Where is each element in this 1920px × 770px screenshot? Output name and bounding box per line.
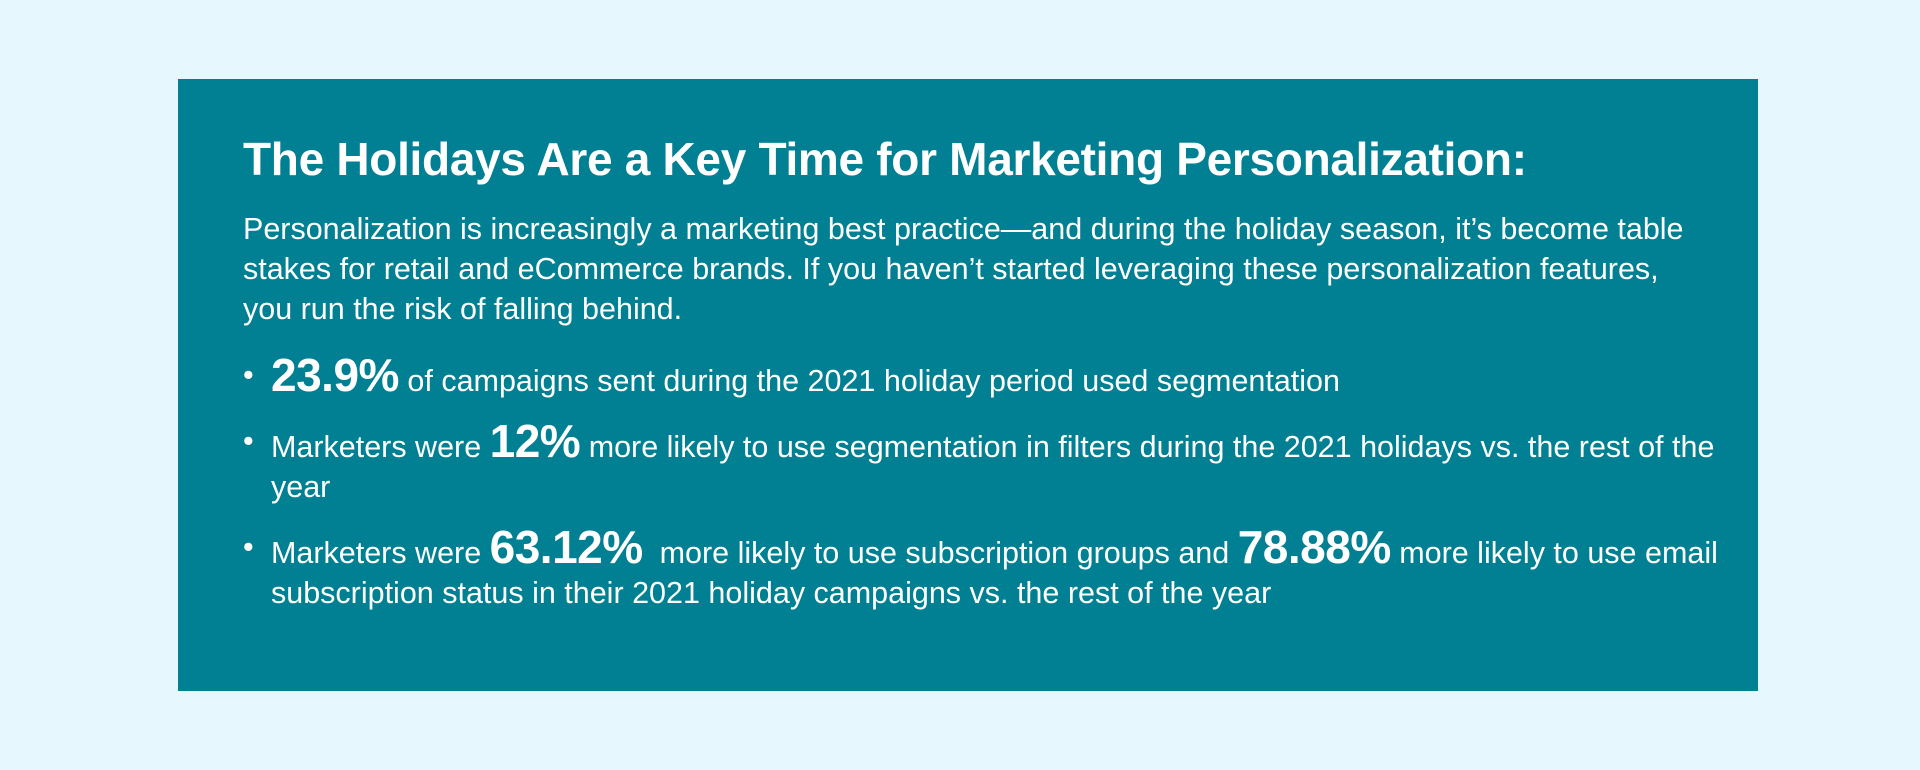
stat-description: more likely to use segmentation in filte… [271,430,1715,504]
list-item: • 23.9% of campaigns sent during the 202… [243,352,1733,401]
stat-highlight: 63.12% [489,521,644,573]
bullet-icon: • [243,358,254,392]
stat-description: more likely to use email subscription st… [271,536,1718,610]
card-title: The Holidays Are a Key Time for Marketin… [243,133,1527,185]
intro-paragraph: Personalization is increasingly a market… [243,212,1684,326]
stat-lead-text: Marketers were [271,430,490,464]
info-card: The Holidays Are a Key Time for Marketin… [178,79,1758,691]
bullet-icon: • [243,424,254,458]
bullet-icon: • [243,530,254,564]
stat-highlight-secondary: 78.88% [1237,521,1392,573]
stat-middle-text: more likely to use subscription groups a… [642,536,1238,570]
list-item: • Marketers were 63.12% more likely to u… [243,524,1733,613]
list-item: • Marketers were 12% more likely to use … [243,418,1733,507]
stat-highlight: 23.9% [271,349,399,401]
stat-lead-text: Marketers were [271,536,490,570]
stat-description: of campaigns sent during the 2021 holida… [398,364,1340,398]
stats-list: • 23.9% of campaigns sent during the 202… [243,352,1733,613]
stat-highlight: 12% [489,415,581,467]
